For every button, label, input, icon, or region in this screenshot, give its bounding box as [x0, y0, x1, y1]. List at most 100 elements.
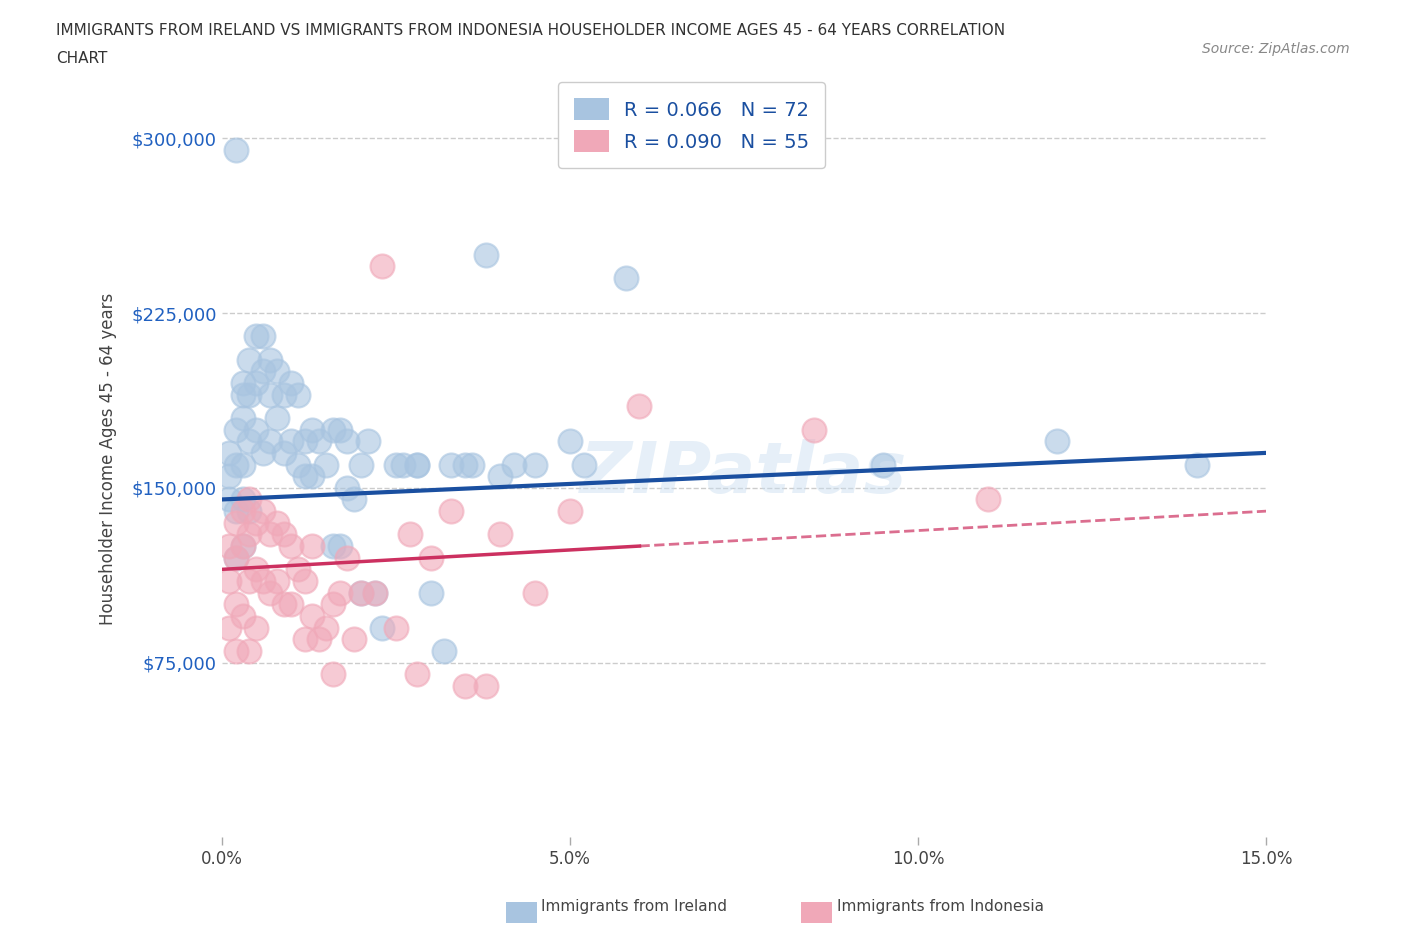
- Point: [419, 551, 441, 565]
- Point: [218, 469, 240, 484]
- Point: [245, 329, 267, 344]
- Point: [440, 457, 463, 472]
- Point: [252, 364, 274, 379]
- Point: [294, 433, 316, 448]
- Text: ZIPatlas: ZIPatlas: [581, 439, 908, 509]
- Point: [308, 631, 330, 646]
- Point: [308, 433, 330, 448]
- Point: [454, 457, 477, 472]
- Point: [218, 538, 240, 553]
- Point: [238, 527, 260, 542]
- Point: [489, 469, 512, 484]
- Point: [273, 527, 295, 542]
- Point: [287, 457, 309, 472]
- Point: [245, 422, 267, 437]
- Point: [280, 538, 302, 553]
- Point: [384, 620, 406, 635]
- Point: [218, 445, 240, 460]
- Text: Source: ZipAtlas.com: Source: ZipAtlas.com: [1202, 42, 1350, 56]
- Point: [558, 433, 581, 448]
- Point: [1046, 433, 1069, 448]
- Point: [231, 492, 253, 507]
- Point: [259, 433, 281, 448]
- Point: [273, 597, 295, 612]
- Point: [225, 551, 247, 565]
- Point: [259, 352, 281, 367]
- Point: [364, 585, 387, 600]
- Point: [329, 422, 352, 437]
- Point: [273, 445, 295, 460]
- Point: [350, 457, 373, 472]
- Point: [238, 352, 260, 367]
- Point: [475, 247, 498, 262]
- Point: [231, 538, 253, 553]
- Point: [238, 574, 260, 589]
- Point: [301, 469, 323, 484]
- Text: Immigrants from Indonesia: Immigrants from Indonesia: [837, 899, 1043, 914]
- Point: [245, 515, 267, 530]
- Point: [489, 527, 512, 542]
- Point: [252, 329, 274, 344]
- Point: [225, 597, 247, 612]
- Point: [252, 504, 274, 519]
- Point: [231, 457, 253, 472]
- Point: [301, 422, 323, 437]
- Point: [524, 457, 547, 472]
- Point: [238, 492, 260, 507]
- Point: [322, 667, 344, 682]
- Point: [364, 585, 387, 600]
- Point: [245, 376, 267, 391]
- Point: [336, 433, 359, 448]
- Text: CHART: CHART: [56, 51, 108, 66]
- Point: [245, 562, 267, 577]
- Point: [294, 469, 316, 484]
- Point: [1185, 457, 1208, 472]
- Point: [433, 644, 456, 658]
- Point: [231, 608, 253, 623]
- Point: [329, 585, 352, 600]
- Point: [266, 574, 288, 589]
- Point: [259, 527, 281, 542]
- Point: [350, 585, 373, 600]
- Y-axis label: Householder Income Ages 45 - 64 years: Householder Income Ages 45 - 64 years: [100, 293, 117, 625]
- Point: [322, 422, 344, 437]
- Point: [280, 597, 302, 612]
- Point: [558, 504, 581, 519]
- Point: [252, 445, 274, 460]
- Point: [280, 376, 302, 391]
- Point: [294, 574, 316, 589]
- Point: [225, 551, 247, 565]
- Point: [872, 457, 894, 472]
- Point: [225, 457, 247, 472]
- Point: [371, 620, 394, 635]
- Point: [287, 387, 309, 402]
- Point: [218, 620, 240, 635]
- Point: [231, 387, 253, 402]
- Point: [977, 492, 1000, 507]
- Point: [398, 527, 420, 542]
- Point: [259, 387, 281, 402]
- Point: [225, 422, 247, 437]
- Legend: R = 0.066   N = 72, R = 0.090   N = 55: R = 0.066 N = 72, R = 0.090 N = 55: [558, 82, 825, 168]
- Point: [628, 399, 651, 414]
- Point: [218, 492, 240, 507]
- Point: [572, 457, 595, 472]
- Point: [405, 457, 427, 472]
- Point: [405, 667, 427, 682]
- Point: [252, 574, 274, 589]
- Point: [322, 597, 344, 612]
- Point: [273, 387, 295, 402]
- Point: [391, 457, 413, 472]
- Point: [405, 457, 427, 472]
- Point: [266, 515, 288, 530]
- Point: [350, 585, 373, 600]
- Point: [294, 631, 316, 646]
- Point: [218, 574, 240, 589]
- Point: [301, 538, 323, 553]
- Text: IMMIGRANTS FROM IRELAND VS IMMIGRANTS FROM INDONESIA HOUSEHOLDER INCOME AGES 45 : IMMIGRANTS FROM IRELAND VS IMMIGRANTS FR…: [56, 23, 1005, 38]
- Point: [475, 678, 498, 693]
- Point: [503, 457, 526, 472]
- Point: [266, 364, 288, 379]
- Point: [280, 433, 302, 448]
- Point: [225, 504, 247, 519]
